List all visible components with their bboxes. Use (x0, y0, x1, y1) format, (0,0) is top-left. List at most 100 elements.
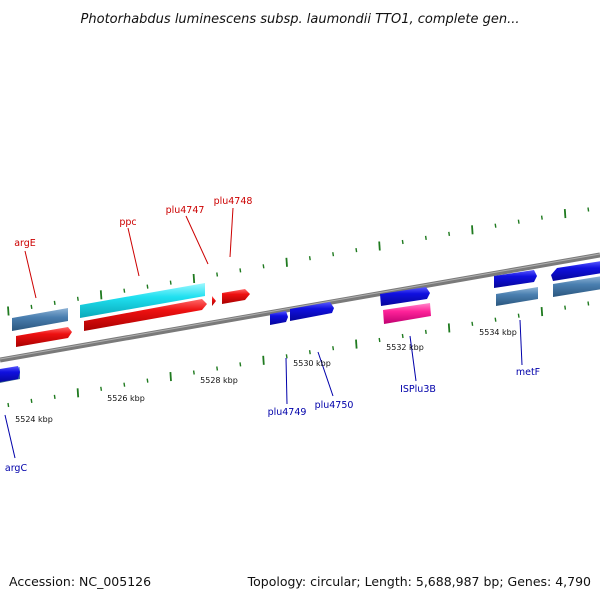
gene-label-metF[interactable]: metF (516, 367, 540, 378)
scale-tick (53, 394, 56, 400)
mobile-element-ISPlu3B[interactable] (383, 303, 431, 324)
scale-tick (378, 241, 381, 251)
map-title: Photorhabdus luminescens subsp. laumondi… (81, 12, 520, 27)
scale-tick (564, 305, 567, 310)
gene-label-plu4749[interactable]: plu4749 (268, 407, 307, 418)
gene-arrow-plu4749[interactable] (270, 311, 288, 325)
gene-label-plu4747[interactable]: plu4747 (166, 205, 205, 216)
scale-label-5530: 5530 kbp (293, 359, 331, 368)
scale-tick (401, 333, 404, 339)
outer-tick-row (7, 207, 590, 316)
scale-label-5534: 5534 kbp (479, 328, 517, 337)
scale-tick (30, 304, 33, 310)
scale-tick (401, 239, 404, 245)
scale-tick (424, 235, 427, 241)
scale-tick (332, 252, 335, 257)
scale-tick (7, 306, 10, 316)
scale-tick (169, 372, 172, 382)
genome-summary-text: Topology: circular; Length: 5,688,987 bp… (247, 574, 591, 589)
scale-tick (587, 207, 590, 212)
gene-arrow-ISPlu3B[interactable] (380, 287, 430, 306)
scale-tick (563, 209, 567, 219)
scale-tick (471, 225, 474, 235)
accession-text: Accession: NC_005126 (9, 574, 151, 589)
leader-ppc (127, 227, 140, 277)
leader-lines (4, 207, 523, 459)
scale-tick (447, 323, 451, 333)
leader-metF (519, 319, 523, 366)
scale-tick (239, 268, 242, 273)
inner-tick-row (7, 301, 590, 408)
scale-tick (192, 273, 196, 284)
scale-tick (308, 256, 311, 261)
scale-tick (123, 288, 126, 293)
leader-argE (24, 250, 37, 299)
scale-tick (99, 290, 103, 300)
scale-tick (192, 370, 195, 375)
scale-tick (355, 247, 358, 253)
scale-tick (285, 354, 288, 359)
genome-backbone-highlight (0, 253, 600, 360)
scale-tick (355, 339, 358, 349)
leader-plu4750 (317, 351, 334, 397)
leader-plu4748 (229, 207, 234, 258)
gene-label-ISPlu3B[interactable]: ISPlu3B (400, 384, 436, 395)
scale-label-5526: 5526 kbp (107, 394, 145, 403)
cds-bar-right[interactable] (553, 276, 600, 297)
scale-tick (53, 300, 56, 306)
rrna-ppc[interactable] (80, 283, 205, 318)
scale-tick (100, 386, 103, 391)
scale-tick (471, 321, 474, 326)
scale-tick (378, 337, 381, 343)
scale-tick (448, 231, 451, 237)
cds-bar-argE[interactable] (12, 308, 68, 331)
scale-tick (308, 350, 311, 355)
leader-argC (4, 414, 16, 459)
scale-tick (76, 388, 80, 398)
scale-tick (494, 317, 497, 322)
scale-tick (146, 378, 149, 383)
gene-arrow-metF[interactable] (494, 270, 537, 288)
scale-tick (494, 223, 497, 228)
scale-tick (123, 382, 126, 387)
scale-tick (146, 284, 149, 289)
scale-label-5524: 5524 kbp (15, 415, 53, 424)
scale-tick (540, 215, 543, 220)
scale-tick (30, 398, 33, 404)
scale-tick (216, 272, 219, 277)
gene-arrow-argC[interactable] (0, 366, 20, 383)
scale-tick (285, 257, 288, 267)
scale-tick (262, 264, 265, 269)
gene-label-plu4748[interactable]: plu4748 (214, 196, 253, 207)
scale-tick (517, 219, 520, 224)
leader-plu4747 (185, 215, 209, 265)
cds-bar-metF[interactable] (496, 287, 538, 306)
gene-label-ppc[interactable]: ppc (119, 217, 136, 228)
gene-label-argE[interactable]: argE (14, 238, 36, 249)
leader-plu4749 (285, 357, 288, 405)
scale-tick (540, 307, 544, 317)
scale-tick (216, 366, 219, 371)
gene-arrow-right[interactable] (551, 261, 600, 281)
gene-arrow-ppc[interactable] (84, 299, 207, 331)
scale-tick (587, 301, 590, 306)
scale-label-5532: 5532 kbp (386, 343, 424, 352)
gene-arrow-plu4750[interactable] (290, 302, 334, 321)
gene-arrow-plu4748[interactable] (222, 289, 250, 304)
gene-label-argC[interactable]: argC (5, 463, 28, 474)
gene-label-plu4750[interactable]: plu4750 (315, 400, 354, 411)
leader-ISPlu3B (409, 335, 417, 382)
scale-label-5528: 5528 kbp (200, 376, 238, 385)
scale-tick (169, 280, 172, 285)
scale-tick (332, 346, 335, 351)
scale-tick (239, 362, 242, 367)
scale-tick (517, 313, 520, 318)
scale-tick (262, 355, 265, 365)
scale-tick (76, 296, 79, 301)
scale-tick (424, 329, 427, 335)
gene-arrow-argE[interactable] (16, 327, 72, 347)
scale-tick (7, 402, 10, 408)
gene-arrow-plu4747[interactable] (212, 296, 216, 306)
